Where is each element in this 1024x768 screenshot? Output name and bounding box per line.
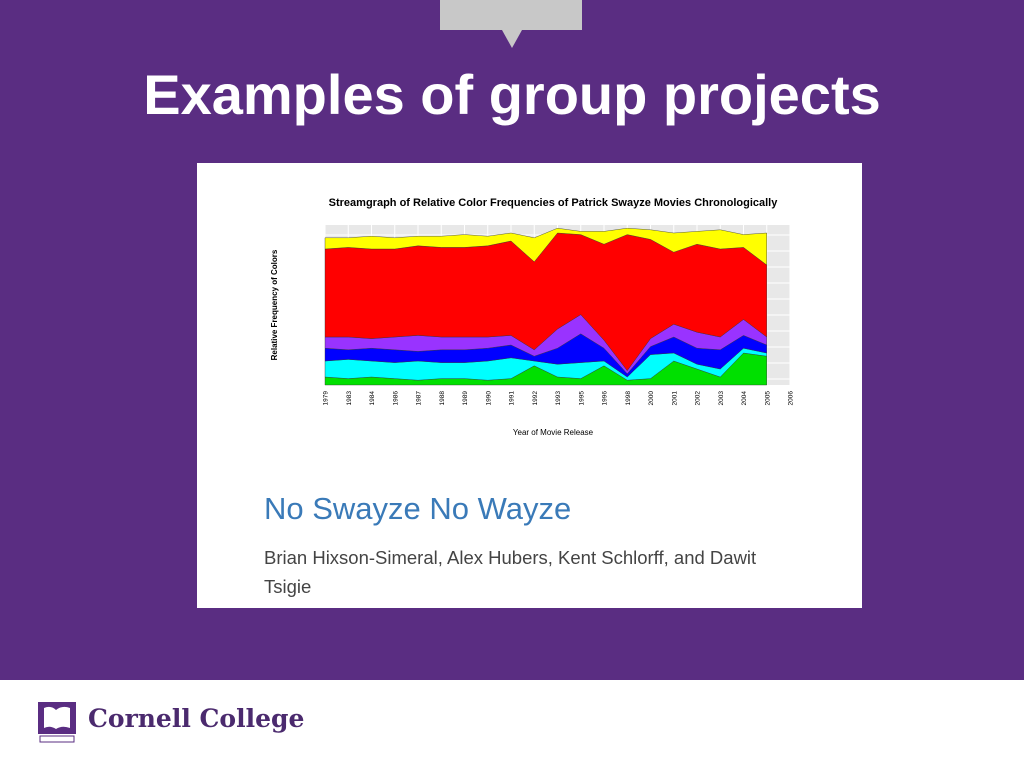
x-tick-label: 1987	[416, 391, 423, 406]
x-tick-label: 1993	[555, 391, 562, 406]
x-tick-label: 2003	[718, 391, 725, 406]
footer: Cornell College	[0, 680, 1024, 768]
x-tick-label: 2001	[671, 391, 678, 406]
logo-icon	[38, 702, 76, 743]
x-tick-label: 1990	[485, 391, 492, 406]
x-tick-label: 2004	[741, 391, 748, 406]
x-tick-label: 1986	[392, 391, 399, 406]
x-tick-label: 1984	[369, 391, 376, 406]
x-tick-label: 2002	[695, 391, 702, 406]
chart: Streamgraph of Relative Color Frequencie…	[270, 197, 795, 437]
x-tick-label: 1996	[602, 391, 609, 406]
x-tick-label: 1991	[509, 391, 516, 406]
content-box: Streamgraph of Relative Color Frequencie…	[197, 163, 862, 608]
project-title: No Swayze No Wayze	[264, 491, 572, 526]
x-tick-label: 1988	[439, 391, 446, 406]
chart-title: Streamgraph of Relative Color Frequencie…	[329, 197, 779, 209]
tab-shape	[440, 0, 582, 48]
x-tick-label: 1989	[462, 391, 469, 406]
x-tick-label: 1992	[532, 391, 539, 406]
stream-layer	[324, 227, 767, 266]
logo-text: Cornell College	[88, 704, 305, 733]
x-tick-label: 2006	[788, 391, 795, 406]
x-tick-label: 1998	[625, 391, 632, 406]
x-tick-label: 1979	[323, 391, 330, 406]
x-axis-label: Year of Movie Release	[513, 428, 594, 437]
project-authors: Brian Hixson-Simeral, Alex Hubers, Kent …	[264, 547, 757, 597]
x-tick-label: 1983	[346, 391, 353, 406]
logo-banner	[39, 735, 75, 743]
x-tick-label: 2000	[648, 391, 655, 406]
logo-book	[44, 706, 70, 729]
x-tick-label: 1995	[578, 391, 585, 406]
y-axis-label: Relative Frequency of Colors	[270, 249, 279, 360]
top-tab	[440, 0, 582, 48]
x-tick-label: 2005	[764, 391, 771, 406]
slide-title: Examples of group projects	[143, 63, 881, 126]
